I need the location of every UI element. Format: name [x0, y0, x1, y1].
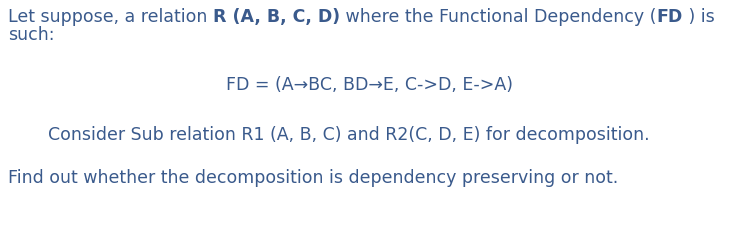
Text: Find out whether the decomposition is dependency preserving or not.: Find out whether the decomposition is de…	[8, 169, 618, 187]
Text: such:: such:	[8, 26, 55, 44]
Text: Consider Sub relation R1 (A, B, C) and R2(C, D, E) for decomposition.: Consider Sub relation R1 (A, B, C) and R…	[48, 126, 650, 144]
Text: FD: FD	[656, 8, 683, 26]
Text: ) is: ) is	[683, 8, 714, 26]
Text: FD = (A→BC, BD→E, C->D, E->A): FD = (A→BC, BD→E, C->D, E->A)	[226, 76, 512, 94]
Text: where the Functional Dependency (: where the Functional Dependency (	[340, 8, 656, 26]
Text: R (A, B, C, D): R (A, B, C, D)	[213, 8, 340, 26]
Text: Let suppose, a relation: Let suppose, a relation	[8, 8, 213, 26]
